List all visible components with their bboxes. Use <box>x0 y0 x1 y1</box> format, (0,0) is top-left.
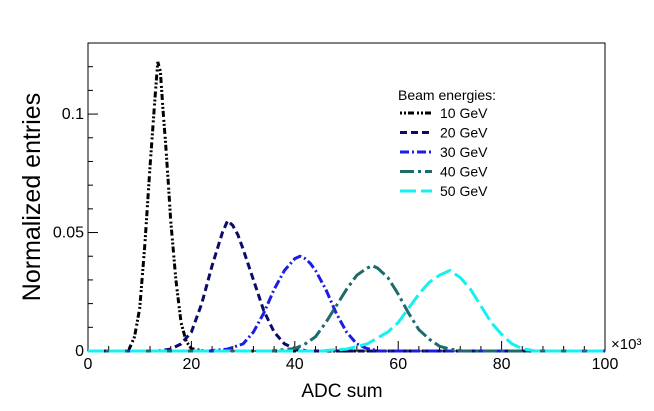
y-axis-title: Normalized entries <box>18 93 46 301</box>
x-multiplier-label: ×10³ <box>611 336 641 353</box>
legend-title: Beam energies: <box>398 87 496 103</box>
series-lines <box>88 61 605 353</box>
y-tick-label: 0 <box>75 343 84 360</box>
legend: Beam energies: 10 GeV 20 GeV 30 GeV 40 GeV 5… <box>398 87 496 199</box>
legend-label: 10 GeV <box>440 105 488 121</box>
series-line <box>88 218 605 353</box>
y-tick-label: 0.1 <box>62 106 84 123</box>
legend-label: 50 GeV <box>440 183 488 199</box>
x-axis-title: ADC sum <box>301 381 382 402</box>
series-line <box>88 264 605 353</box>
x-tick-label: 100 <box>592 356 619 373</box>
legend-label: 40 GeV <box>440 164 488 180</box>
x-tick-label: 80 <box>493 356 511 373</box>
y-tick-labels: 0 0.05 0.1 <box>53 106 84 360</box>
legend-label: 30 GeV <box>440 144 488 160</box>
plot-frame <box>87 42 606 352</box>
x-tick-label: 0 <box>84 356 93 373</box>
x-tick-label: 60 <box>389 356 407 373</box>
series-line <box>88 254 605 353</box>
x-tick-label: 40 <box>286 356 304 373</box>
y-tick-label: 0.05 <box>53 225 84 242</box>
legend-label: 20 GeV <box>440 125 488 141</box>
x-tick-label: 20 <box>183 356 201 373</box>
series-line <box>88 268 605 353</box>
x-tick-labels: 0 20 40 60 80 100 <box>84 356 619 373</box>
axis-ticks <box>87 42 606 352</box>
series-line <box>88 61 605 353</box>
